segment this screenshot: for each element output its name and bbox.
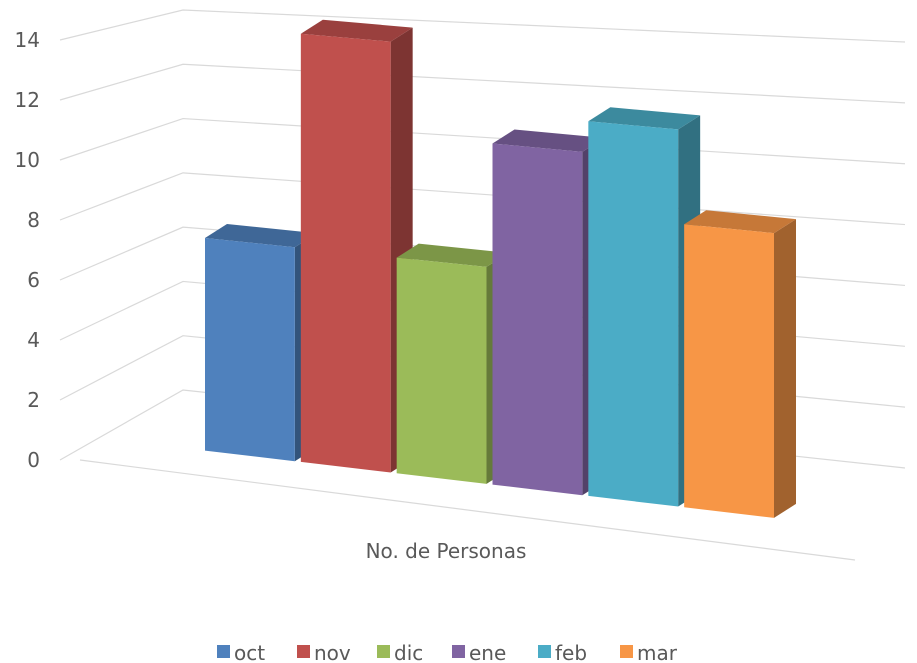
y-tick-label: 8 [27, 208, 40, 232]
bar-mar [684, 210, 796, 518]
y-tick-label: 10 [15, 148, 40, 172]
bar-feb [588, 107, 701, 507]
legend-label: nov [314, 641, 351, 663]
legend-item-ene: ene [452, 641, 506, 663]
gridline [59, 117, 906, 165]
bar-front [684, 224, 774, 518]
y-tick-label: 12 [15, 88, 40, 112]
legend-item-nov: nov [297, 641, 351, 663]
bar-front [396, 257, 487, 484]
legend-swatch [620, 645, 633, 658]
category-label: No. de Personas [366, 539, 527, 563]
bar-side [774, 219, 796, 518]
bars [205, 19, 796, 518]
bar-front [492, 143, 583, 496]
legend-label: dic [394, 641, 423, 663]
y-tick-label: 2 [27, 388, 40, 412]
bar-front [588, 121, 679, 507]
y-tick-label: 0 [27, 448, 40, 472]
gridline [59, 63, 906, 104]
bar-top [588, 107, 701, 130]
bar-front [205, 238, 295, 462]
legend-swatch [377, 645, 390, 658]
legend: oct nov dic ene feb mar [217, 641, 678, 663]
bar-front [300, 33, 391, 473]
bar-top [684, 210, 796, 234]
gridline [59, 172, 906, 226]
bar-dic [396, 243, 509, 484]
legend-item-mar: mar [620, 641, 678, 663]
gridlines [59, 9, 906, 561]
bar-top [492, 129, 605, 152]
legend-item-feb: feb [538, 641, 587, 663]
gridline [59, 9, 906, 43]
legend-label: oct [234, 641, 265, 663]
legend-swatch [452, 645, 465, 658]
legend-item-dic: dic [377, 641, 423, 663]
legend-swatch [297, 645, 310, 658]
legend-swatch [217, 645, 230, 658]
floor-edge [79, 459, 856, 561]
legend-label: ene [469, 641, 506, 663]
bar-top [396, 243, 509, 267]
y-tick-label: 6 [27, 268, 40, 292]
legend-swatch [538, 645, 551, 658]
bar-top [205, 224, 317, 248]
legend-label: feb [555, 641, 587, 663]
y-axis-ticks: 0 2 4 6 8 10 12 14 [15, 28, 40, 472]
bar-ene [492, 129, 605, 496]
bar-oct [205, 224, 317, 462]
y-tick-label: 4 [27, 328, 40, 352]
bar-top [300, 19, 413, 42]
legend-item-oct: oct [217, 641, 265, 663]
y-tick-label: 14 [15, 28, 40, 52]
bar-nov [300, 19, 413, 473]
legend-label: mar [637, 641, 678, 663]
